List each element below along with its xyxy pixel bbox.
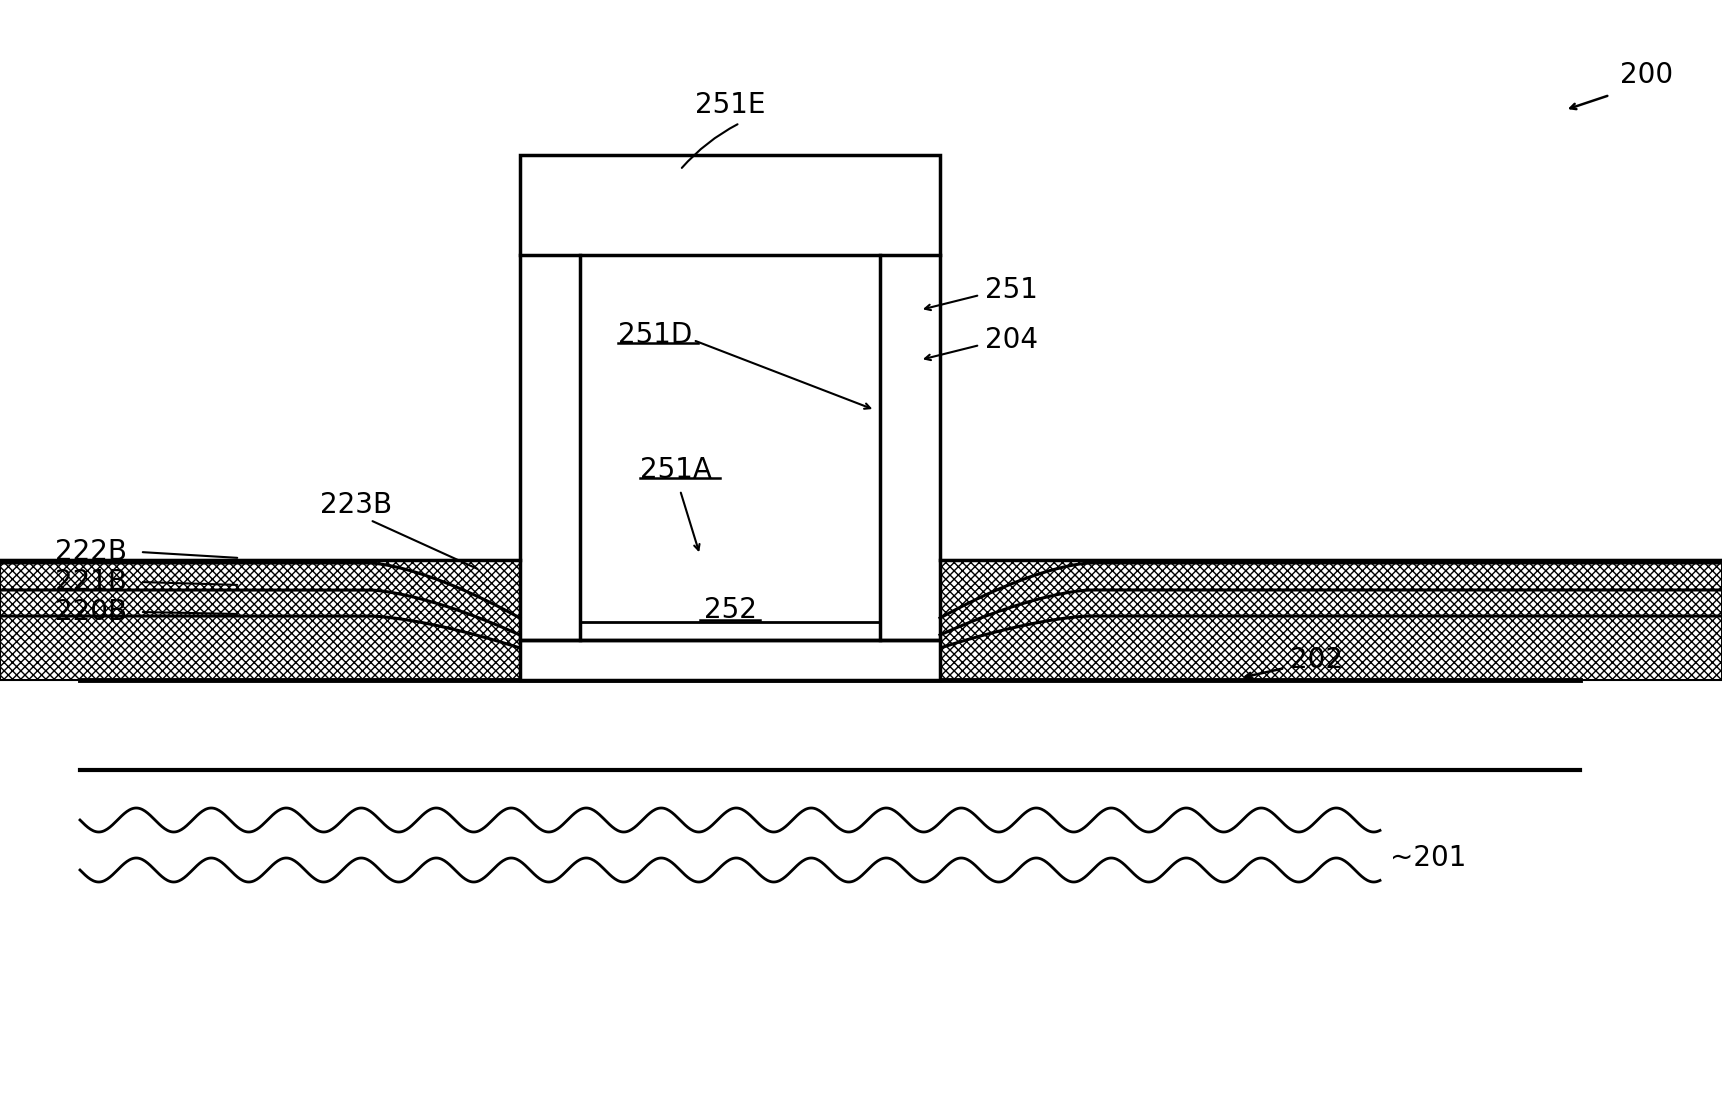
Text: 200: 200	[1620, 62, 1674, 90]
Bar	[940, 560, 1722, 680]
Text: 204: 204	[985, 326, 1038, 354]
Text: 220B: 220B	[55, 598, 127, 626]
Text: 202: 202	[1290, 646, 1343, 674]
Text: 251A: 251A	[641, 457, 711, 485]
Text: 251E: 251E	[694, 91, 765, 119]
Bar	[0, 560, 520, 680]
Bar	[580, 255, 880, 632]
Bar	[520, 640, 940, 680]
Text: 221B: 221B	[55, 568, 127, 596]
Bar	[580, 622, 880, 640]
Text: 222B: 222B	[55, 538, 127, 566]
Text: 251: 251	[985, 276, 1038, 304]
Bar	[520, 156, 940, 640]
Bar	[520, 156, 940, 640]
Text: 251D: 251D	[618, 321, 692, 349]
Text: 252: 252	[704, 596, 756, 624]
Text: ~201: ~201	[1390, 844, 1467, 872]
Text: 223B: 223B	[320, 491, 393, 519]
